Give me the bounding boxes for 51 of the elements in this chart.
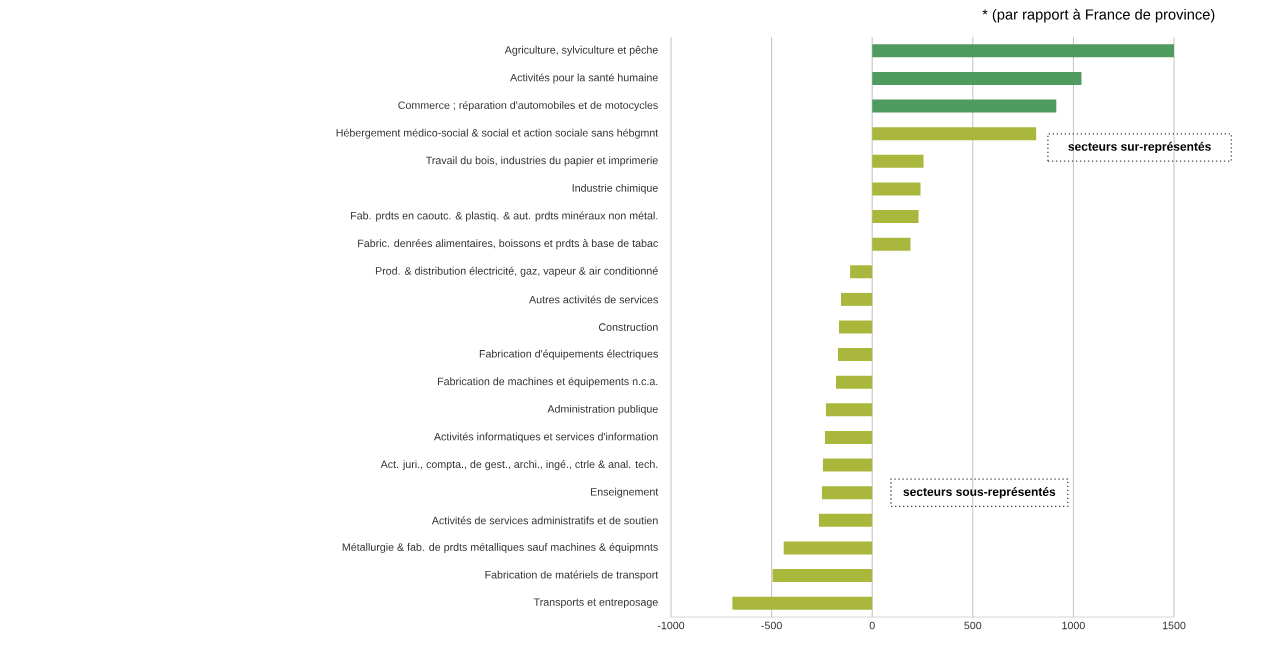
y-tick-label: Administration publique [547, 404, 658, 415]
y-tick-label: Fabrication de machines et équipements n.c.a. [438, 377, 658, 388]
bar [872, 99, 1057, 113]
bar [839, 320, 873, 334]
x-tick-label: -1000 [657, 621, 685, 630]
y-tick-label: Métallurgie & fab. de prdts métalliques sauf machines & équipmnts [342, 542, 658, 553]
y-tick-label: Prod. & distribution électricité, gaz, vapeur & air conditionné [375, 266, 658, 277]
bar [872, 71, 1082, 85]
bar [872, 182, 921, 196]
y-tick-label: Agriculture, sylviculture et pêche [504, 45, 658, 56]
bar [872, 237, 911, 251]
bar [872, 210, 919, 224]
bar [872, 154, 924, 168]
annotation: secteurs sur-représentés [1068, 141, 1211, 154]
x-tick-label: 500 [964, 621, 982, 630]
y-tick-label: Transports et entreposage [533, 598, 658, 608]
bar [838, 348, 873, 362]
y-tick-label: Activités de services administratifs et de soutien [431, 516, 658, 525]
x-tick-label: 1500 [1162, 621, 1186, 630]
y-tick-label: Fabrication d'équipements électriques [479, 349, 658, 360]
bar [872, 127, 1037, 141]
y-tick-label: Hébergement médico-social & social et action sociale sans hébgmnt [336, 128, 659, 139]
x-tick-label: -500 [761, 621, 782, 630]
bar [772, 569, 873, 583]
bar [872, 44, 1175, 58]
y-tick-label: Activités pour la santé humaine [510, 73, 658, 84]
bar [818, 513, 873, 527]
y-tick-label: Construction [598, 323, 658, 331]
bar [783, 541, 873, 555]
bar [821, 486, 873, 500]
x-tick-label: 0 [869, 621, 875, 630]
y-tick-label: Commerce ; réparation d'automobiles et de motocycles [398, 101, 658, 112]
bar [835, 375, 873, 389]
y-tick-label: Activités informatiques et services d'information [433, 432, 658, 443]
bar [850, 265, 873, 279]
y-tick-label: Industrie chimique [572, 183, 658, 194]
y-tick-label: Autres activités de services [529, 295, 658, 304]
text: * (par rapport à France de province) [982, 8, 1215, 23]
y-tick-label: Enseignement [590, 487, 659, 498]
y-tick-label: Fabric. denrées alimentaires, boissons et prdts à base de tabac [358, 239, 658, 250]
y-tick-label: Fabrication de matériels de transport [485, 570, 659, 581]
bar [841, 292, 873, 306]
y-tick-label: Act. juri., compta., de gest., archi., ingé., ctrle & anal. tech. [380, 460, 658, 471]
x-tick-label: 1000 [1062, 621, 1085, 630]
bar [822, 458, 873, 472]
bar [824, 430, 873, 444]
y-tick-label: Travail du bois, industries du papier et imprimerie [425, 156, 658, 167]
annotation: secteurs sous-représentés [903, 487, 1056, 499]
bar [825, 403, 873, 417]
bar [732, 596, 873, 610]
y-tick-label: Fab. prdts en caoutc. & plastiq. & aut. prdts minéraux non métal. [351, 211, 658, 222]
